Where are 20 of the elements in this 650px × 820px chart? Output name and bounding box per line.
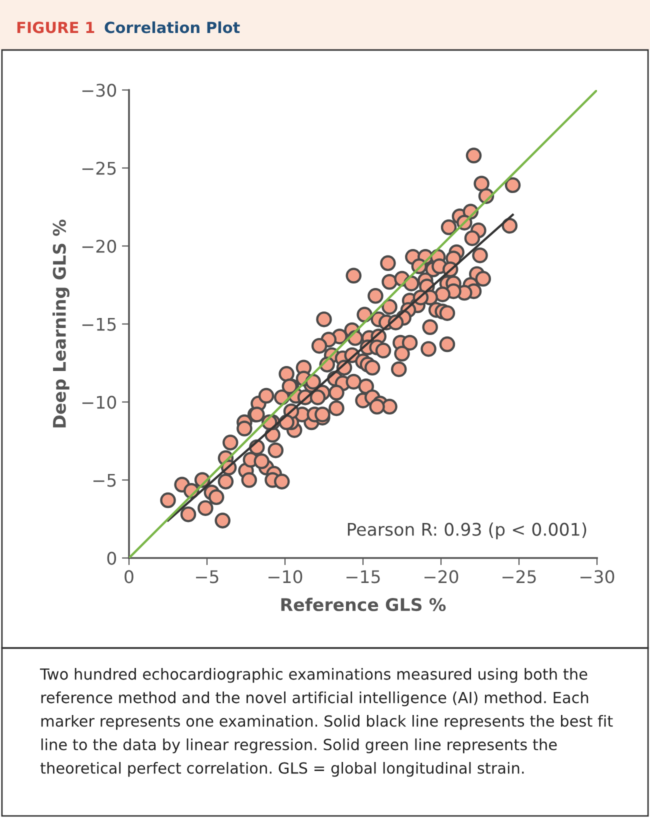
y-tick-label: −20 <box>82 240 116 253</box>
caption: FIGURE 1 <box>17 22 94 34</box>
y-axis-title: Deep Learning GLS % <box>52 220 70 428</box>
annotation: Pearson R: 0.93 (p < 0.001) <box>348 522 586 540</box>
y-tick-label: 0 <box>107 552 116 565</box>
y-tick-label: −5 <box>93 474 116 487</box>
x-tick-label: −20 <box>424 570 458 584</box>
x-tick-label: −5 <box>196 570 218 584</box>
y-tick-label: −15 <box>82 318 116 331</box>
x-axis-title: Reference GLS % <box>281 598 446 612</box>
y-tick-label: −10 <box>82 396 116 409</box>
chart-title: Correlation Plot <box>104 21 240 34</box>
y-tick-label: −25 <box>82 162 116 175</box>
x-tick-label: −25 <box>502 570 536 584</box>
x-tick-label: −30 <box>580 570 614 584</box>
text: Two hundred echocardiographic examinations measured using both the reference method and the novel artificial intelligence (AI) method. Each marker represents one examination. Solid black line represents the best fit line to the data by linear regression. Solid green line represents the theoretical perfect correlation. GLS = global longitudinal strain. <box>40 668 613 777</box>
x-tick-label: −15 <box>346 570 380 584</box>
x-tick-label: 0 <box>124 570 134 584</box>
x-tick-label: −10 <box>268 570 302 584</box>
y-tick-label: −30 <box>82 84 116 97</box>
